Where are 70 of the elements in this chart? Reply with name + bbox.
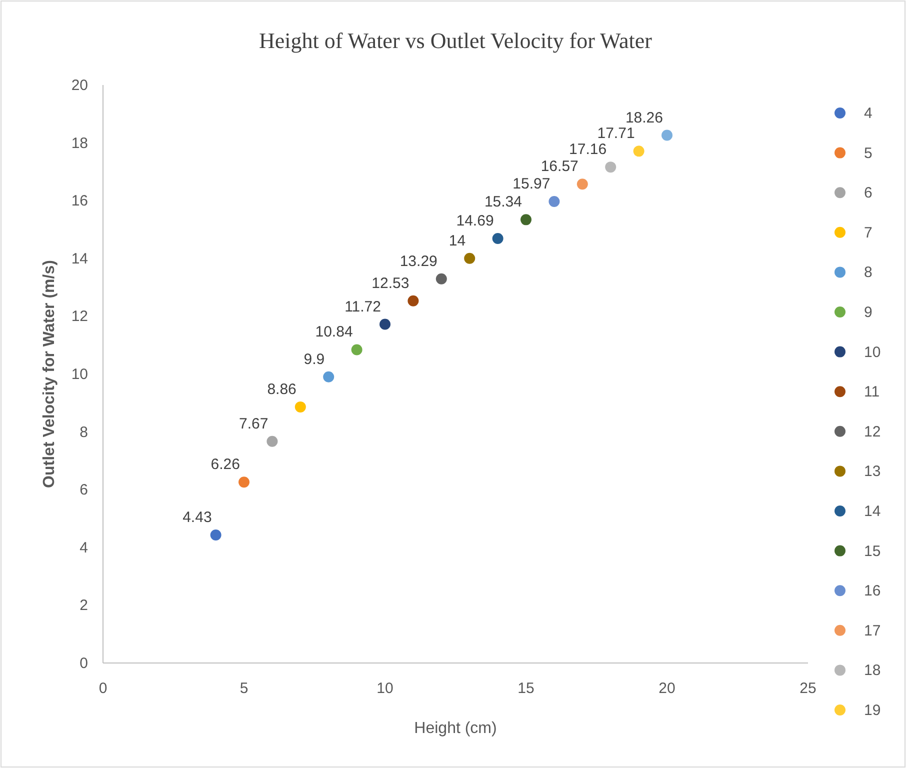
y-tick-label: 8	[80, 424, 88, 441]
x-tick-label: 20	[658, 680, 676, 697]
data-label: 10.84	[315, 324, 353, 341]
y-tick-label: 18	[71, 134, 88, 152]
legend-label: 11	[864, 384, 880, 401]
y-tick-label: 0	[80, 655, 88, 672]
x-tick-label: 10	[376, 680, 394, 697]
legend-label: 12	[864, 423, 881, 440]
chart-title: Height of Water vs Outlet Velocity for Water	[259, 28, 653, 53]
legend-label: 15	[864, 542, 881, 560]
point	[266, 436, 278, 447]
y-tick-label: 6	[80, 482, 88, 499]
data-label: 13.29	[400, 252, 438, 270]
legend-label: 9	[864, 304, 872, 321]
legend-label: 19	[864, 702, 881, 719]
data-label: 8.86	[267, 380, 296, 398]
data-label: 14	[448, 232, 466, 250]
data-label: 4.43	[182, 508, 212, 526]
y-tick-label: 10	[71, 366, 88, 383]
y-tick-label: 20	[71, 77, 88, 94]
data-label: 12.53	[372, 274, 410, 292]
point	[294, 401, 306, 412]
data-label: 18.26	[625, 109, 663, 126]
legend-label: 4	[864, 105, 872, 122]
point	[351, 344, 362, 356]
data-label: 15.97	[512, 175, 550, 192]
point	[492, 232, 504, 244]
data-label: 7.67	[238, 415, 268, 432]
point	[408, 295, 419, 306]
x-tick-label: 25	[800, 680, 816, 697]
point	[633, 146, 644, 157]
point	[576, 178, 588, 190]
legend-label: 8	[864, 264, 872, 282]
x-tick-label: 0	[98, 680, 108, 697]
point	[464, 252, 476, 264]
x-axis-title: Height (cm)	[414, 720, 497, 737]
point	[520, 214, 532, 226]
x-tick-label: 15	[518, 680, 534, 697]
point	[436, 273, 447, 284]
data-label: 14.69	[456, 212, 494, 230]
data-label: 11.72	[344, 298, 381, 316]
data-label: 15.34	[484, 194, 522, 211]
point	[238, 476, 250, 488]
legend-label: 10	[864, 344, 881, 361]
legend-label: 6	[864, 184, 872, 202]
y-tick-label: 16	[71, 192, 88, 210]
y-tick-label: 2	[80, 597, 88, 614]
y-tick-label: 12	[71, 308, 88, 326]
legend-label: 16	[864, 582, 881, 600]
data-label: 16.57	[540, 158, 578, 176]
point	[323, 371, 334, 382]
point	[210, 529, 222, 540]
point	[662, 130, 672, 141]
y-tick-label: 4	[80, 539, 88, 556]
point	[380, 318, 390, 330]
legend-label: 13	[864, 463, 881, 480]
data-label: 17.71	[597, 125, 635, 142]
point	[605, 162, 616, 173]
data-label: 17.16	[569, 141, 607, 158]
legend-label: 18	[864, 662, 881, 680]
legend-label: 17	[864, 622, 881, 640]
data-label: 9.9	[304, 350, 325, 368]
x-tick-label: 5	[240, 680, 248, 697]
point	[548, 196, 560, 207]
legend-label: 7	[864, 224, 872, 242]
y-axis-title: Outlet Velocity for Water (m/s)	[41, 260, 58, 488]
legend-label: 5	[864, 144, 872, 162]
y-tick-label: 14	[71, 250, 88, 268]
legend-label: 14	[864, 503, 881, 520]
data-label: 6.26	[210, 456, 240, 474]
